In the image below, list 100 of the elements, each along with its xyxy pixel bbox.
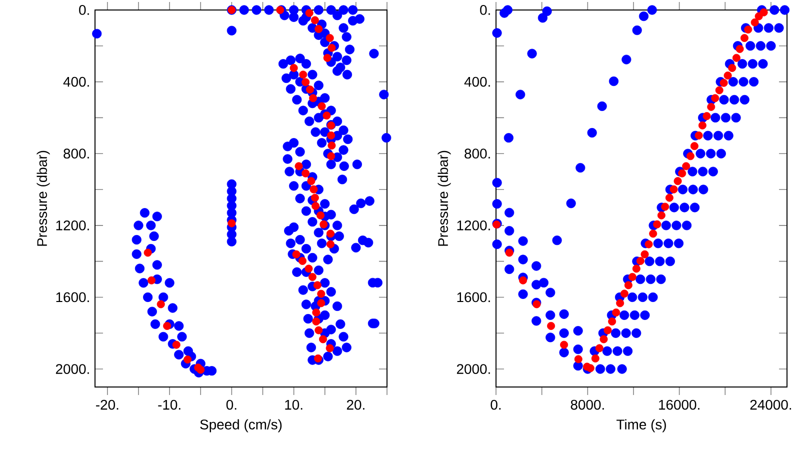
point xyxy=(661,202,670,211)
point xyxy=(322,112,331,120)
point xyxy=(649,230,658,238)
point xyxy=(724,72,732,80)
y-tick-label: 1200. xyxy=(457,220,490,230)
y-tick-label: 2000. xyxy=(456,364,490,374)
point xyxy=(144,248,152,257)
y-tick-label: 400. xyxy=(63,76,89,87)
y-tick-label: 0. xyxy=(79,5,89,15)
point xyxy=(600,335,608,344)
point xyxy=(328,44,336,52)
x-tick-label: -20. xyxy=(96,400,118,410)
point xyxy=(294,162,303,170)
point xyxy=(184,356,192,364)
point xyxy=(604,326,612,334)
point xyxy=(312,308,320,316)
point xyxy=(290,64,298,72)
y-tick-label: 1600. xyxy=(56,292,89,302)
x-tick-label: 8000. xyxy=(570,400,604,410)
point xyxy=(314,326,323,334)
point xyxy=(702,112,711,120)
x-tick-label: 10. xyxy=(285,400,302,410)
point xyxy=(595,344,604,352)
point xyxy=(310,185,318,194)
point xyxy=(305,9,314,18)
point xyxy=(754,12,763,20)
point xyxy=(674,177,682,186)
point xyxy=(736,44,744,53)
point xyxy=(665,194,674,202)
point xyxy=(302,169,310,178)
point xyxy=(740,34,748,42)
point xyxy=(228,219,236,228)
point xyxy=(670,185,678,194)
point xyxy=(292,250,300,258)
point xyxy=(616,299,624,308)
point xyxy=(317,290,326,298)
x-axis-title: Time (s) xyxy=(616,419,666,432)
x-axis-title: Speed (cm/s) xyxy=(200,419,282,432)
point xyxy=(574,355,582,364)
point xyxy=(560,340,568,349)
point xyxy=(720,78,728,87)
x-tick-label: 0. xyxy=(226,400,236,410)
point xyxy=(196,366,205,374)
x-tick-label: -10. xyxy=(158,400,180,410)
point xyxy=(172,340,180,349)
point xyxy=(547,322,556,330)
point xyxy=(148,276,156,284)
point xyxy=(653,220,662,228)
point xyxy=(707,102,716,111)
point xyxy=(308,272,316,281)
y-tick-label: 2000. xyxy=(56,364,89,374)
point xyxy=(583,362,592,371)
y-tick-label: 0. xyxy=(480,5,490,15)
y-tick-label: 800. xyxy=(464,148,490,159)
x-tick-label: 20. xyxy=(346,400,364,410)
point xyxy=(698,121,706,130)
x-tick-label: 16000. xyxy=(659,400,700,410)
point xyxy=(732,54,740,62)
y-tick-label: 1200. xyxy=(56,220,89,230)
point xyxy=(326,34,334,42)
point xyxy=(327,152,336,160)
point xyxy=(608,317,616,326)
point xyxy=(532,300,541,308)
point xyxy=(310,16,319,24)
point xyxy=(323,54,332,62)
point xyxy=(302,78,310,86)
point xyxy=(318,102,326,110)
y-tick-label: 400. xyxy=(464,76,490,87)
point xyxy=(519,276,528,284)
point xyxy=(314,354,322,362)
point xyxy=(694,131,703,140)
point xyxy=(686,152,694,160)
point xyxy=(312,317,320,326)
y-tick-label: 800. xyxy=(64,148,89,159)
point xyxy=(317,299,326,308)
point xyxy=(728,64,736,72)
point xyxy=(640,250,649,258)
point xyxy=(304,264,313,273)
point xyxy=(163,322,172,330)
point xyxy=(612,308,620,316)
x-tick-label: 24000. xyxy=(750,400,792,410)
point xyxy=(310,194,319,202)
point xyxy=(644,240,653,248)
point xyxy=(636,256,644,265)
point xyxy=(715,86,724,94)
point xyxy=(620,290,628,298)
x-tick-label: 0. xyxy=(490,400,501,410)
point xyxy=(711,94,720,102)
point xyxy=(314,25,323,34)
point xyxy=(316,211,325,220)
point xyxy=(313,281,322,290)
point xyxy=(682,162,690,170)
y-axis-title: Pressure (dbar) xyxy=(36,150,50,246)
point xyxy=(298,256,307,265)
point xyxy=(744,26,752,34)
point xyxy=(505,248,514,257)
point xyxy=(326,240,334,248)
point xyxy=(632,264,640,273)
point xyxy=(624,281,632,290)
point xyxy=(326,230,334,238)
